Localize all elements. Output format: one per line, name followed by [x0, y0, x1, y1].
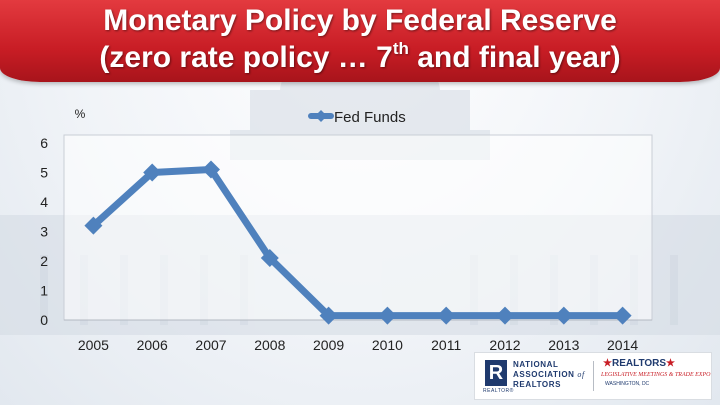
- nar-line-3: REALTORS: [513, 380, 562, 389]
- x-tick-label: 2010: [372, 337, 403, 353]
- y-tick-label: 5: [40, 165, 48, 181]
- x-tick-label: 2009: [313, 337, 344, 353]
- slide-title: Monetary Policy by Federal Reserve (zero…: [0, 2, 720, 76]
- data-point: [260, 249, 279, 268]
- data-point: [143, 163, 162, 182]
- title-banner: [0, 0, 720, 82]
- x-tick-label: 2008: [254, 337, 285, 353]
- series-fed-funds: [84, 160, 632, 325]
- x-tick-label: 2014: [607, 337, 638, 353]
- plot-background: [63, 134, 653, 321]
- title-line-2-end: and final year): [408, 41, 621, 74]
- y-tick-label: 2: [40, 253, 48, 269]
- star-icon: ★: [603, 358, 612, 369]
- data-point: [319, 306, 338, 325]
- x-tick-label: 2007: [195, 337, 226, 353]
- realtors-wordmark: ★REALTORS★: [603, 358, 676, 369]
- x-tick-label: 2005: [78, 337, 109, 353]
- x-tick-label: 2012: [489, 337, 520, 353]
- y-tick-label: 0: [40, 312, 48, 328]
- logo-divider: [593, 361, 594, 391]
- y-axis-label: %: [75, 107, 86, 121]
- realtor-r-caption: REALTOR®: [483, 388, 514, 394]
- nar-line-2: ASSOCIATION of: [513, 370, 585, 379]
- title-line-2: (zero rate policy … 7th and final year): [0, 39, 720, 76]
- y-tick-label: 4: [40, 194, 48, 210]
- data-point: [437, 306, 456, 325]
- x-tick-label: 2013: [548, 337, 579, 353]
- title-line-1: Monetary Policy by Federal Reserve: [103, 4, 617, 37]
- series-line: [89, 166, 627, 320]
- title-superscript: th: [392, 39, 409, 58]
- data-point: [378, 306, 397, 325]
- star-icon: ★: [666, 358, 676, 369]
- legend-label: Fed Funds: [334, 109, 406, 126]
- y-tick-label: 1: [40, 283, 48, 299]
- title-line-2-start: (zero rate policy … 7: [99, 41, 393, 74]
- legend: Fed Funds: [308, 109, 406, 126]
- y-tick-label: 3: [40, 224, 48, 240]
- nar-logo-text: NATIONAL ASSOCIATION of REALTORS: [513, 360, 585, 390]
- nar-line-1: NATIONAL: [513, 360, 559, 369]
- realtor-r-logo: R: [485, 360, 507, 386]
- y-tick-label: 6: [40, 135, 48, 151]
- y-axis-ticks: 0 1 2 3 4 5 6: [40, 135, 48, 328]
- data-point: [496, 306, 514, 325]
- legend-marker: [315, 110, 327, 122]
- data-point: [554, 306, 573, 325]
- data-point: [202, 160, 220, 179]
- conference-title: LEGISLATIVE MEETINGS & TRADE EXPO: [601, 372, 711, 378]
- realtors-logo-panel: R REALTOR® NATIONAL ASSOCIATION of REALT…: [474, 352, 712, 400]
- plot-area: [63, 134, 653, 321]
- conference-location: WASHINGTON, DC: [605, 381, 650, 387]
- data-point: [613, 306, 632, 325]
- x-axis-ticks: 2005 2006 2007 2008 2009 2010 2011 2012 2013 2014: [78, 337, 639, 353]
- x-tick-label: 2006: [137, 337, 168, 353]
- data-point: [84, 216, 103, 235]
- x-tick-label: 2011: [431, 337, 461, 353]
